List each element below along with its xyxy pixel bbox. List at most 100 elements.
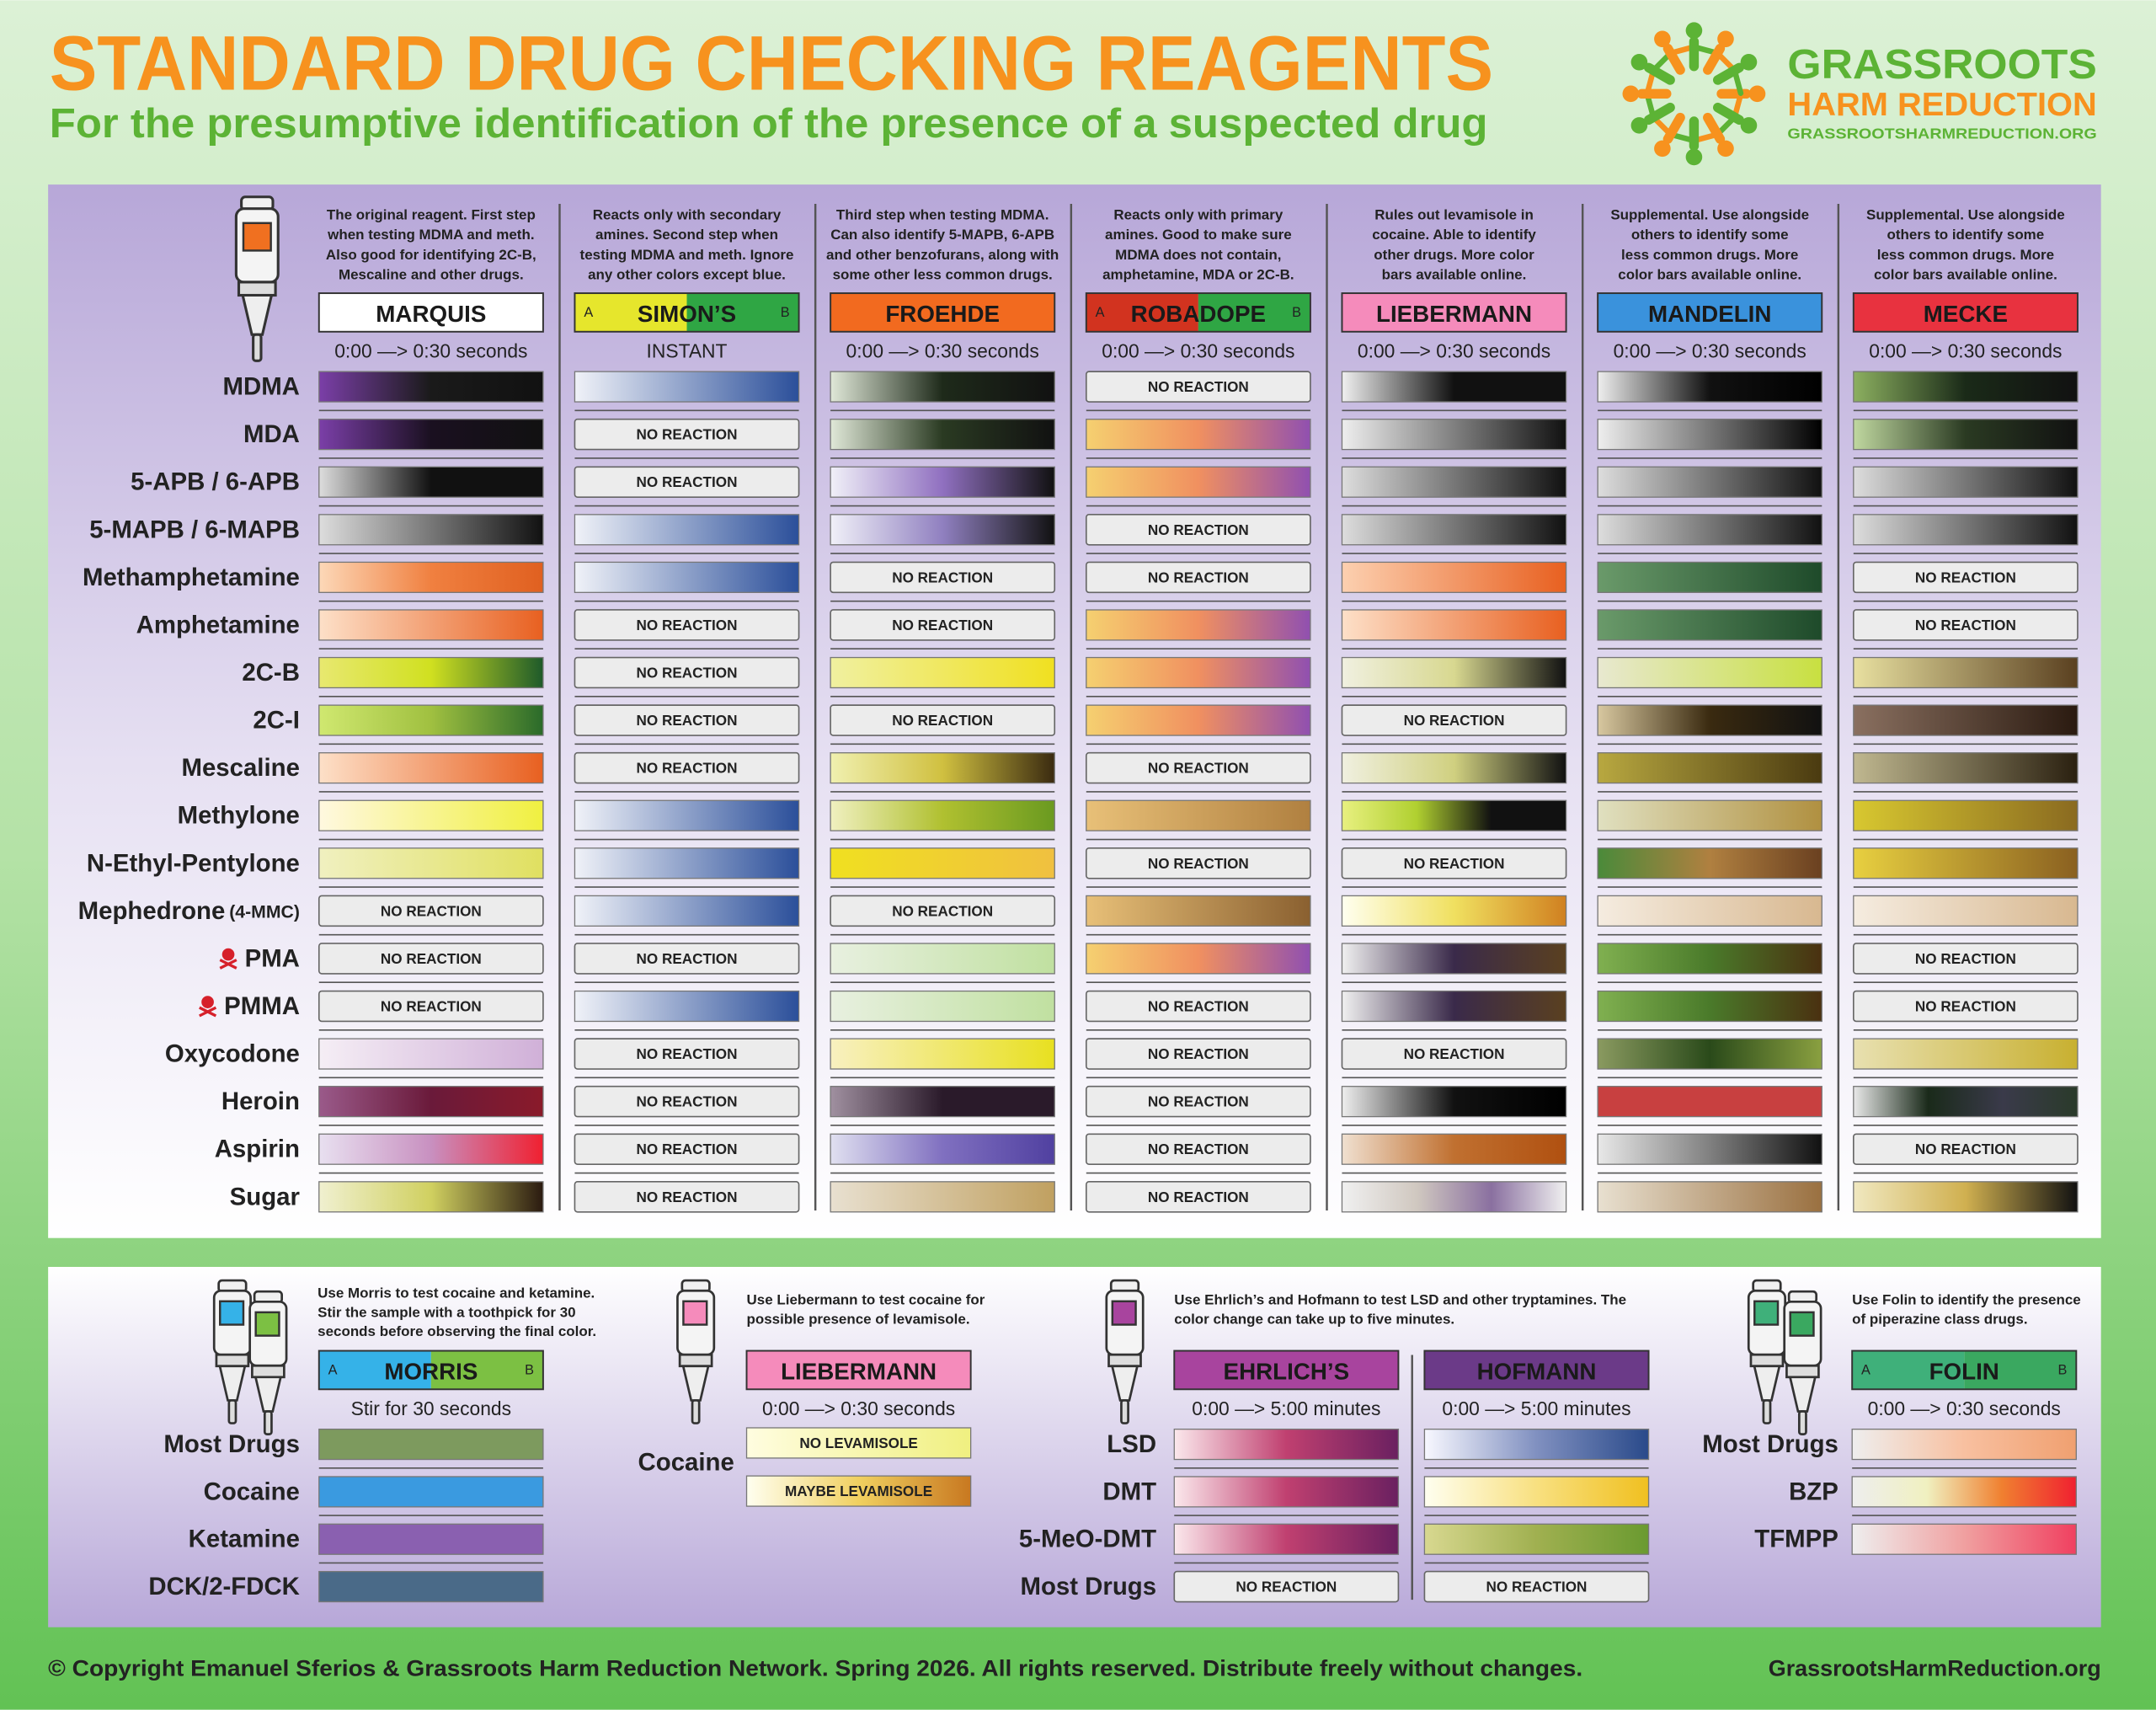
color-bar (1853, 1181, 2079, 1213)
color-bar (830, 656, 1055, 689)
row-label: DCK/2-FDCK (148, 1573, 300, 1600)
row-label: N-Ethyl-Pentylone (87, 849, 300, 877)
logo-name: GRASSROOTS (1787, 42, 2096, 88)
no-reaction-box (1085, 561, 1311, 594)
logo-figure (1685, 148, 1703, 166)
no-reaction-label: NO REACTION (892, 617, 993, 633)
no-reaction-box (1085, 1038, 1311, 1070)
color-bar (318, 1181, 544, 1213)
color-bar (830, 419, 1055, 451)
section-description: Stir the sample with a toothpick for 30 (318, 1304, 575, 1320)
reagent-description: Supplemental. Use alongside (1866, 206, 2065, 222)
row-label: TFMPP (1754, 1526, 1838, 1553)
color-bar (830, 990, 1055, 1023)
no-reaction-label: NO REACTION (1148, 1189, 1249, 1205)
no-reaction-box (830, 895, 1056, 927)
reagent-description: color bars available online. (1874, 267, 2057, 283)
no-reaction-label: NO REACTION (637, 665, 738, 681)
reagent-timing: 0:00 —> 0:30 seconds (1869, 340, 2062, 362)
color-bar (1597, 1133, 1822, 1165)
no-reaction-box (1853, 943, 2079, 975)
logo-figure (1630, 117, 1648, 134)
reagent-part-label: B (2058, 1362, 2068, 1377)
color-bar (1423, 1476, 1650, 1508)
color-bar (1597, 847, 1822, 879)
no-reaction-box (318, 943, 544, 975)
color-bar (574, 990, 800, 1023)
color-bar (1423, 1523, 1650, 1555)
no-reaction-label: NO REACTION (1148, 1141, 1249, 1157)
reagent-name: SIMON’S (638, 301, 736, 327)
no-reaction-box (574, 418, 800, 451)
footer-url: GrassrootsHarmReduction.org (1769, 1656, 2101, 1681)
logo-url: GRASSROOTSHARMREDUCTION.ORG (1787, 126, 2096, 142)
reagent-box (1964, 1350, 2077, 1390)
no-reaction-label: NO REACTION (637, 950, 738, 967)
reagent-description: Mescaline and other drugs. (339, 267, 524, 283)
section-description: Use Ehrlich’s and Hofmann to test LSD an… (1174, 1292, 1626, 1308)
reagent-box (1198, 293, 1310, 332)
no-reaction-label: NO REACTION (1148, 569, 1249, 585)
reagent-description: and other benzofurans, along with (826, 247, 1059, 263)
no-reaction-box (1085, 1181, 1311, 1213)
reagent-box (430, 1350, 543, 1390)
color-bar (318, 1570, 544, 1603)
no-reaction-label: NO REACTION (892, 712, 993, 729)
warning-icon (219, 959, 237, 970)
color-bar (1597, 704, 1822, 736)
reagent-timing: 0:00 —> 0:30 seconds (1358, 340, 1550, 362)
reagent-description: testing MDMA and meth. Ignore (580, 247, 794, 263)
row-label: BZP (1789, 1478, 1838, 1505)
logo-figure (1740, 117, 1758, 134)
reagent-part-label: A (1861, 1362, 1870, 1377)
section-description: seconds before observing the final color… (318, 1323, 596, 1339)
logo-figure (1654, 140, 1671, 158)
no-reaction-label: NO REACTION (381, 902, 482, 919)
color-bar (1851, 1523, 2077, 1555)
color-bar (1597, 466, 1822, 498)
color-bar (1173, 1476, 1400, 1508)
no-reaction-box (574, 656, 800, 689)
section-description: possible presence of levamisole. (747, 1312, 970, 1328)
color-bar (574, 514, 800, 546)
no-reaction-label: NO REACTION (1148, 378, 1249, 395)
no-reaction-box (830, 704, 1056, 736)
copyright: © Copyright Emanuel Sferios & Grassroots… (48, 1656, 1582, 1681)
no-reaction-label: NO REACTION (1148, 521, 1249, 538)
color-bar (318, 752, 544, 784)
row-label: 5-APB / 6-APB (131, 468, 300, 496)
color-bar (1853, 514, 2079, 546)
no-reaction-box (1853, 990, 2079, 1023)
reagent-box (318, 1350, 431, 1390)
color-bar (1086, 943, 1311, 975)
color-bar (318, 1038, 544, 1070)
color-bar (1853, 752, 2079, 784)
no-reaction-label: NO REACTION (1915, 998, 2016, 1015)
color-bar (318, 847, 544, 879)
reagent-timing: 0:00 —> 0:30 seconds (1614, 340, 1806, 362)
no-reaction-box (1085, 514, 1311, 546)
logo-figure (1732, 67, 1744, 96)
section-description: Use Folin to identify the presence (1852, 1292, 2081, 1308)
no-reaction-box (1085, 847, 1311, 879)
section-description: color change can take up to five minutes… (1174, 1312, 1454, 1328)
no-reaction-label: NO REACTION (1404, 712, 1505, 729)
reagent-part-label: B (781, 305, 790, 320)
reagent-description: less common drugs. More (1877, 247, 2054, 263)
color-bar (574, 847, 800, 879)
reagent-box (1173, 1349, 1400, 1391)
color-bar (1341, 561, 1567, 593)
logo-figure (1685, 22, 1703, 40)
no-reaction-label: NO REACTION (1404, 855, 1505, 872)
no-reaction-box (1085, 371, 1311, 403)
reagent-timing: INSTANT (646, 340, 727, 362)
row-label: 5-MAPB / 6-MAPB (89, 516, 300, 543)
row-label: DMT (1102, 1478, 1156, 1505)
color-bar (318, 704, 544, 736)
color-bar (318, 371, 544, 403)
warning-icon (219, 948, 237, 970)
color-bar (318, 1428, 544, 1461)
no-reaction-label: NO REACTION (637, 1189, 738, 1205)
